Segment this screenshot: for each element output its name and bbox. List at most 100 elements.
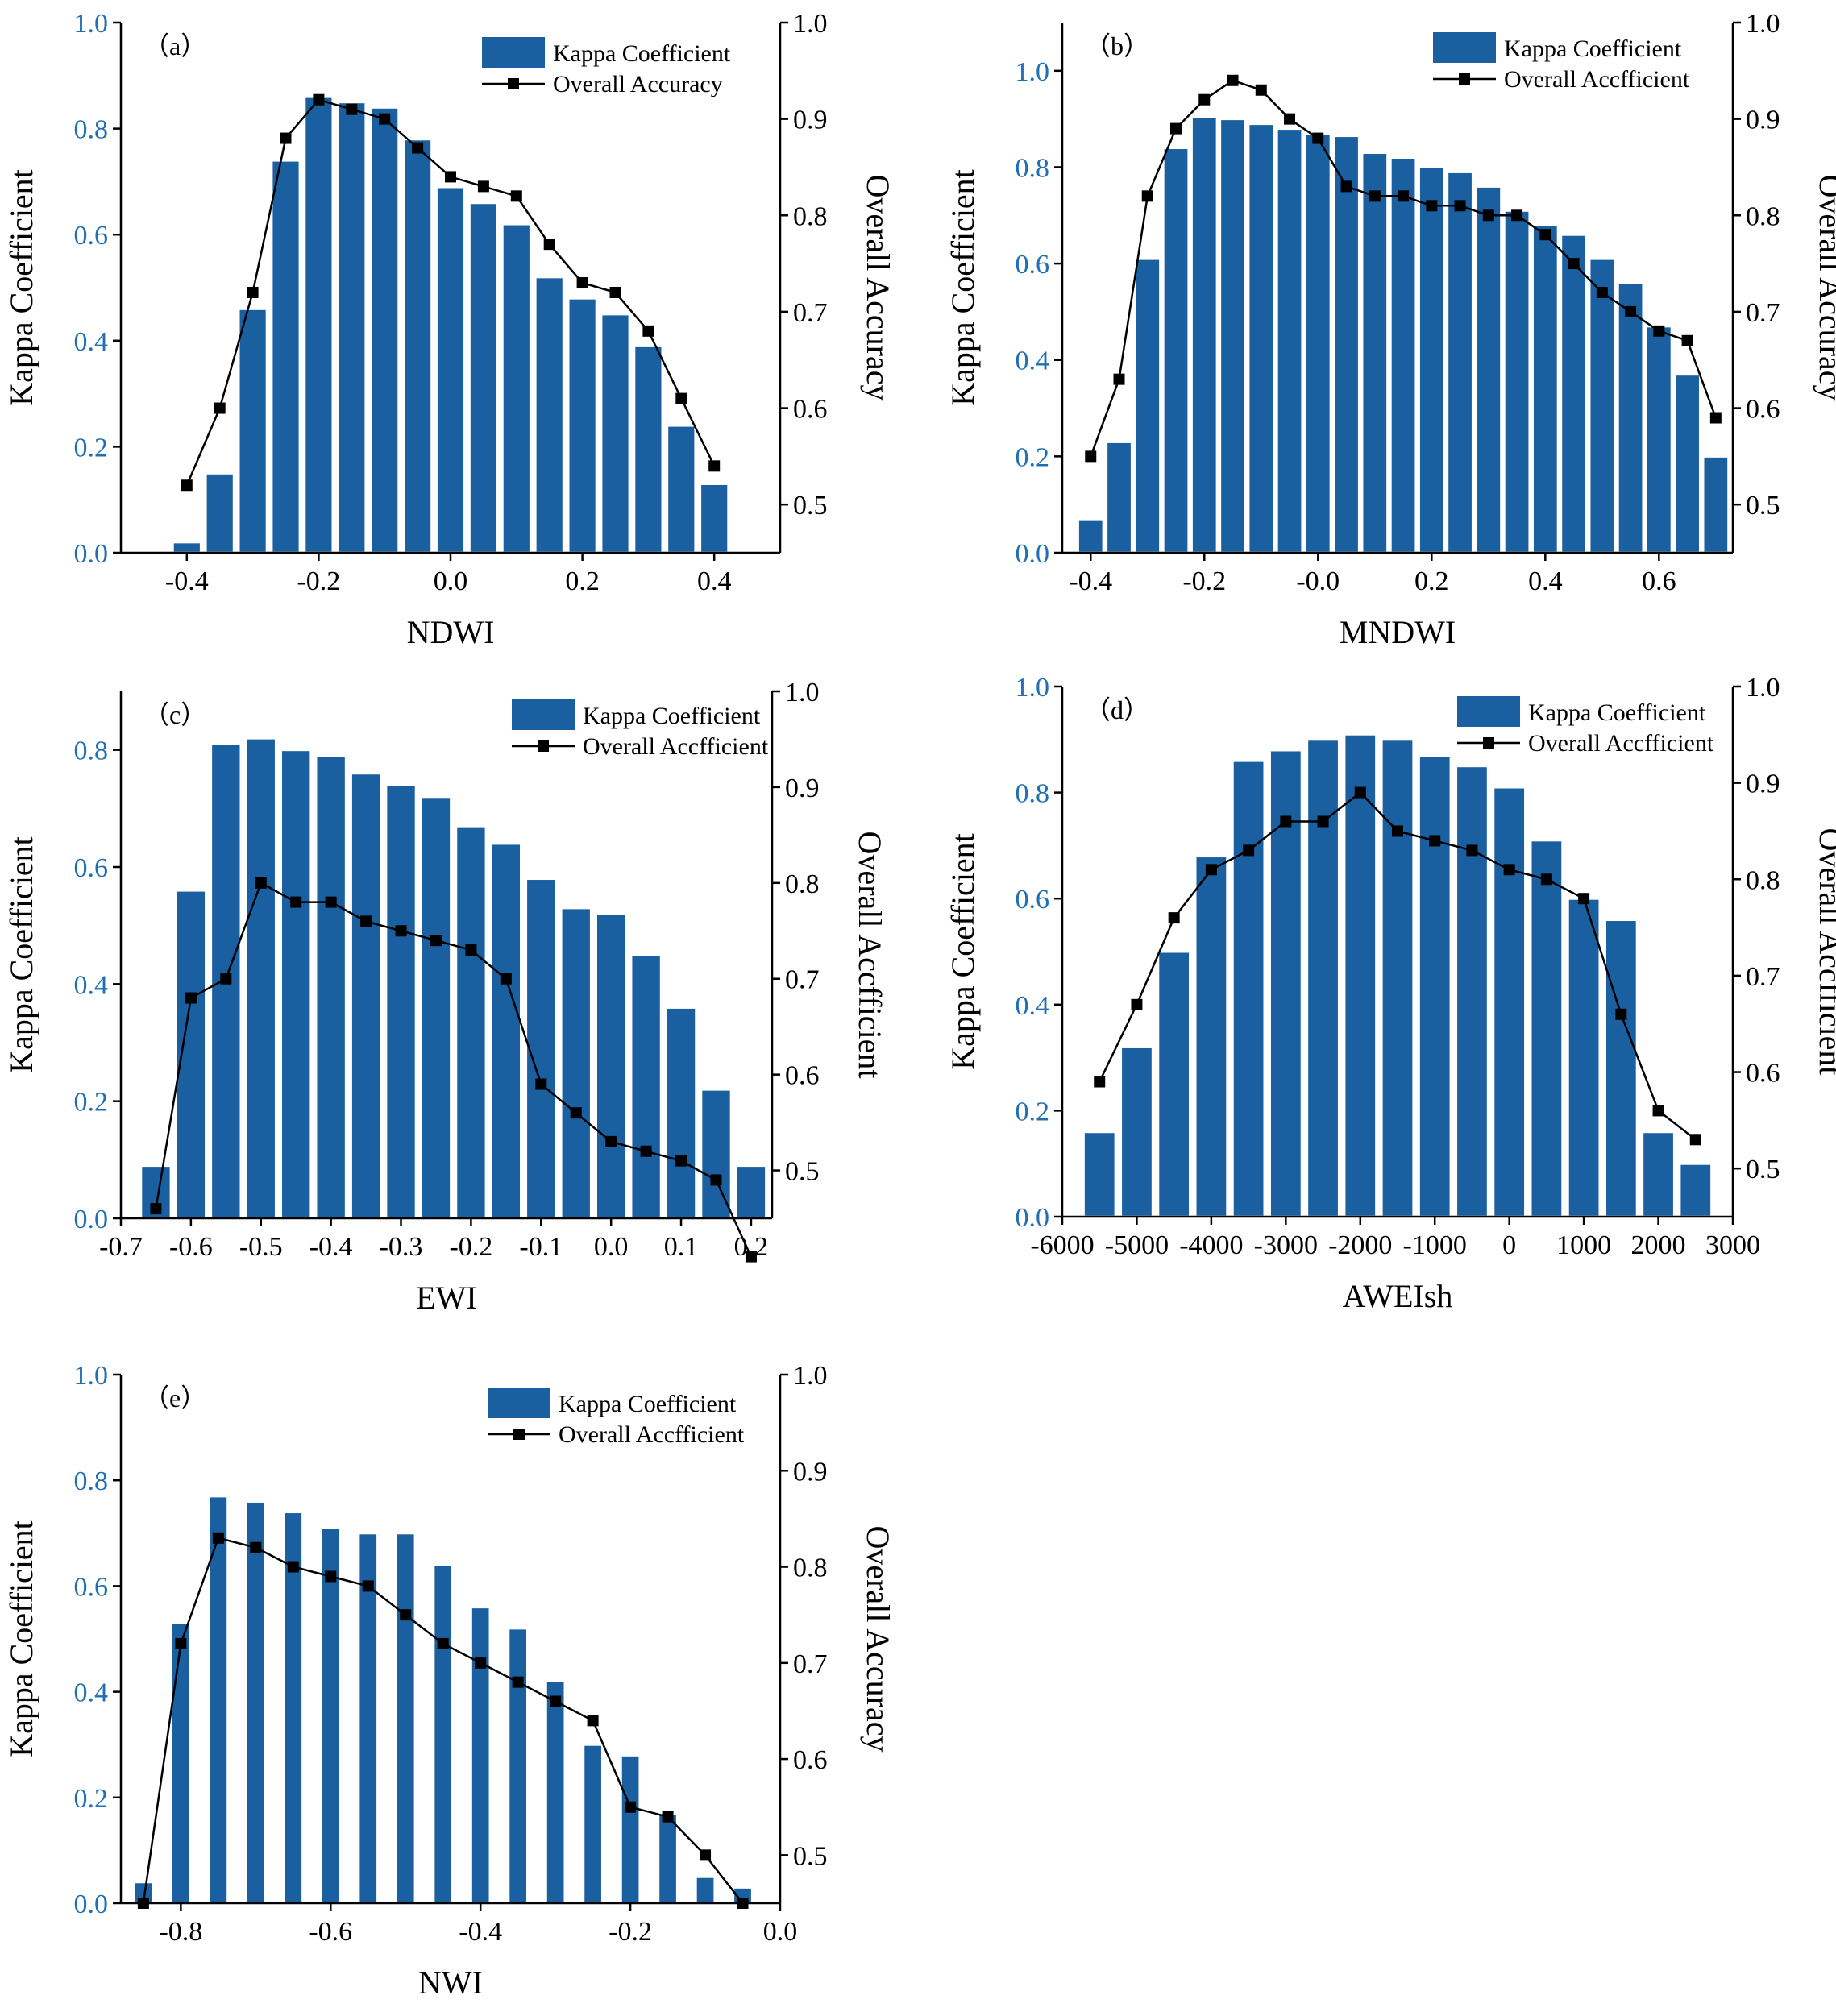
line-marker bbox=[700, 1849, 712, 1861]
x-tick-label: 0.2 bbox=[734, 1232, 769, 1262]
line-marker bbox=[1317, 815, 1329, 828]
line-marker bbox=[287, 1561, 299, 1573]
line-marker bbox=[609, 286, 621, 298]
x-tick-label: -0.3 bbox=[380, 1232, 423, 1262]
bar bbox=[170, 1621, 192, 1905]
legend: Kappa Coefficient Overall Accfficient bbox=[512, 699, 769, 760]
legend: Kappa Coefficient Overall Accuracy bbox=[482, 37, 731, 97]
line-marker bbox=[212, 1532, 224, 1544]
y2-tick-label: 0.8 bbox=[793, 1553, 828, 1583]
bar bbox=[402, 138, 434, 554]
line-marker bbox=[587, 1715, 599, 1727]
line-marker bbox=[280, 132, 292, 144]
line-marker bbox=[1652, 1105, 1664, 1117]
line-marker bbox=[247, 286, 259, 298]
y-tick-label: 0.0 bbox=[74, 539, 109, 569]
panel-d: 0.0 0.2 0.4 0.6 0.8 1.0 0.5 0.6 0.7 0.8 0.9 1.0 -600… bbox=[945, 673, 1836, 1314]
x-axis-title: AWEIsh bbox=[1343, 1278, 1453, 1314]
x-tick-label: -6000 bbox=[1030, 1230, 1094, 1260]
bar bbox=[1343, 732, 1378, 1218]
line-marker bbox=[642, 325, 654, 337]
bar bbox=[699, 482, 730, 554]
panel-label: （e） bbox=[143, 1383, 206, 1412]
line-marker bbox=[1625, 305, 1637, 317]
line-marker bbox=[605, 1135, 617, 1147]
y2-tick-label: 0.8 bbox=[785, 869, 820, 899]
bar bbox=[1678, 1162, 1713, 1218]
x-tick-label: -2000 bbox=[1328, 1230, 1392, 1260]
bar bbox=[1190, 115, 1219, 554]
bar bbox=[1560, 233, 1588, 554]
line-marker bbox=[543, 239, 555, 251]
bar bbox=[1332, 135, 1360, 554]
x-tick-label: 0.2 bbox=[565, 566, 600, 596]
line-marker bbox=[1392, 825, 1403, 837]
line-marker bbox=[708, 460, 721, 472]
y2-tick-label: 0.5 bbox=[1746, 1155, 1780, 1184]
line-marker bbox=[1568, 258, 1580, 270]
line-marker bbox=[1085, 450, 1097, 463]
x-tick-label: 0.6 bbox=[1642, 566, 1676, 596]
bar bbox=[544, 1679, 567, 1905]
line-marker bbox=[710, 1174, 722, 1186]
y2-axis-title: Overall Accuracy bbox=[860, 1526, 896, 1753]
line-marker bbox=[150, 1203, 162, 1215]
bar bbox=[314, 754, 347, 1220]
legend-bar-swatch bbox=[1457, 696, 1520, 727]
y-tick-label: 0.0 bbox=[74, 1205, 109, 1234]
bar bbox=[1194, 855, 1229, 1218]
line-marker bbox=[1689, 1134, 1701, 1146]
y2-tick-label: 1.0 bbox=[793, 9, 828, 39]
bar bbox=[303, 95, 334, 554]
y-tick-label: 1.0 bbox=[1016, 673, 1050, 703]
line-marker bbox=[1205, 864, 1217, 876]
bar bbox=[525, 877, 558, 1220]
line-marker bbox=[745, 1251, 757, 1263]
y-axis-title: Kappa Coefficient bbox=[3, 1520, 39, 1757]
y2-tick-label: 0.8 bbox=[1746, 865, 1780, 895]
y2-tick-label: 0.5 bbox=[793, 1841, 828, 1871]
y2-tick-label: 0.7 bbox=[1746, 298, 1780, 328]
y2-tick-label: 0.7 bbox=[785, 965, 820, 995]
y-tick-label: 0.6 bbox=[1016, 250, 1050, 280]
y2-tick-label: 1.0 bbox=[1746, 673, 1780, 703]
panel-b: 0.0 0.2 0.4 0.6 0.8 1.0 0.5 0.6 0.7 0.8 0.9 1.0 -0.4… bbox=[945, 9, 1836, 650]
y-tick-label: 0.4 bbox=[1016, 991, 1050, 1021]
x-tick-label: -0.2 bbox=[609, 1917, 652, 1947]
y2-axis-title: Overall Accfficient bbox=[1813, 828, 1836, 1076]
x-tick-label: -0.4 bbox=[459, 1917, 502, 1947]
line-marker bbox=[500, 973, 512, 985]
bar bbox=[1247, 122, 1276, 554]
y-tick-label: 0.2 bbox=[74, 1088, 109, 1118]
x-tick-label: -3000 bbox=[1254, 1230, 1318, 1260]
legend: Kappa Coefficient Overall Accfficient bbox=[488, 1388, 745, 1448]
x-tick-label: -0.4 bbox=[309, 1232, 353, 1262]
legend-line-marker bbox=[538, 740, 549, 752]
y2-tick-label: 0.7 bbox=[793, 1649, 828, 1679]
line-marker bbox=[1539, 229, 1551, 241]
bar bbox=[629, 953, 663, 1220]
legend-bar-label: Kappa Coefficient bbox=[1528, 699, 1706, 726]
bar bbox=[336, 101, 368, 554]
line-marker bbox=[181, 479, 193, 492]
bar bbox=[1133, 257, 1162, 554]
legend-bar-swatch bbox=[482, 37, 545, 68]
line-marker bbox=[1141, 190, 1153, 202]
bar bbox=[567, 297, 598, 554]
line-marker bbox=[1503, 864, 1515, 876]
bar bbox=[1275, 127, 1304, 554]
line-marker bbox=[1681, 334, 1693, 346]
legend-line-label: Overall Accfficient bbox=[583, 733, 769, 760]
line-marker bbox=[675, 392, 687, 404]
line-marker bbox=[1198, 93, 1211, 106]
line-marker bbox=[400, 1609, 412, 1621]
bar bbox=[1303, 132, 1332, 554]
y-tick-label: 0.2 bbox=[74, 1784, 109, 1814]
x-tick-label: -0.2 bbox=[449, 1232, 492, 1262]
line-marker bbox=[1280, 815, 1292, 828]
y-axis-title: Kappa Coefficient bbox=[945, 833, 981, 1070]
y-tick-label: 0.8 bbox=[1016, 153, 1050, 183]
bar bbox=[582, 1743, 604, 1905]
legend: Kappa Coefficient Overall Accfficient bbox=[1457, 696, 1714, 757]
y-tick-label: 0.0 bbox=[1016, 1203, 1050, 1233]
